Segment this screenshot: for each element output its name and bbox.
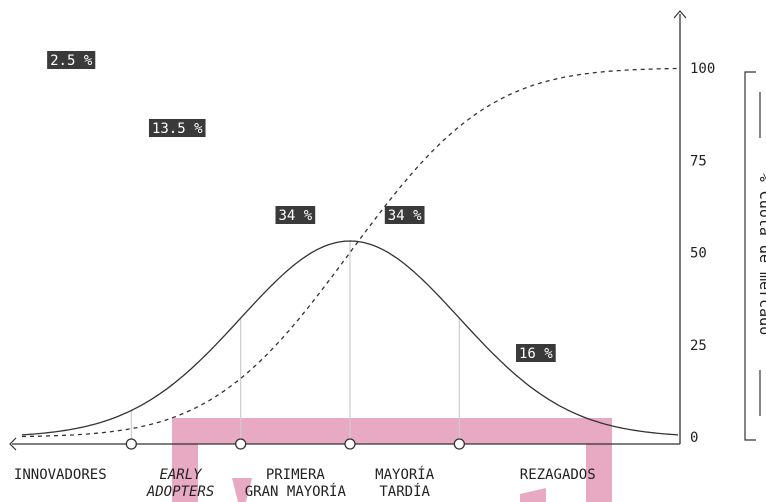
- svg-text:34 %: 34 %: [278, 208, 312, 224]
- segment-marker-2: [344, 438, 356, 450]
- svg-text:13.5 %: 13.5 %: [152, 121, 203, 137]
- y-axis-label: % Cuota de mercado: [756, 173, 766, 336]
- category-label-1-1: ADOPTERS: [146, 484, 214, 500]
- category-label-3-1: TARDÍA: [379, 483, 430, 500]
- segment-marker-0: [125, 438, 137, 450]
- share-label-3: 34 %: [384, 206, 425, 224]
- segment-boundary-lines: [130, 241, 460, 444]
- y-axis-title: % Cuota de mercado: [744, 71, 766, 441]
- category-label-1-0: EARLY: [159, 467, 203, 483]
- x-axis-arrow-icon: [9, 437, 17, 451]
- y-tick-2: 50: [690, 246, 707, 262]
- svg-text:16 %: 16 %: [519, 346, 553, 362]
- share-label-4: 16 %: [516, 344, 556, 362]
- category-label-3-0: MAYORÍA: [375, 466, 435, 483]
- category-label-2-0: PRIMERA: [266, 467, 326, 483]
- svg-text:34 %: 34 %: [388, 208, 422, 224]
- category-label-4-0: REZAGADOS: [520, 467, 596, 483]
- category-label-0-0: INNOVADORES: [14, 467, 107, 483]
- watermark-shape: [172, 418, 612, 502]
- share-label-0: 2.5 %: [47, 51, 96, 69]
- y-tick-1: 25: [690, 338, 707, 354]
- adoption-bell-curve: [21, 240, 679, 436]
- segment-markers: [125, 438, 465, 450]
- segment-share-labels: 2.5 % 13.5 % 34 % 34 % 16 %: [47, 51, 556, 362]
- segment-marker-3: [453, 438, 465, 450]
- y-tick-0: 0: [690, 430, 698, 446]
- y-axis-arrow-icon: [673, 10, 687, 19]
- share-label-2: 34 %: [275, 206, 316, 224]
- y-tick-labels: 0 25 50 75 100: [690, 61, 715, 446]
- y-tick-4: 100: [690, 61, 715, 77]
- segment-marker-1: [235, 438, 247, 450]
- y-axis: [673, 10, 687, 444]
- category-label-2-1: GRAN MAYORÍA: [245, 483, 347, 500]
- y-tick-3: 75: [690, 153, 707, 169]
- share-label-1: 13.5 %: [148, 119, 206, 137]
- svg-text:2.5 %: 2.5 %: [50, 53, 93, 69]
